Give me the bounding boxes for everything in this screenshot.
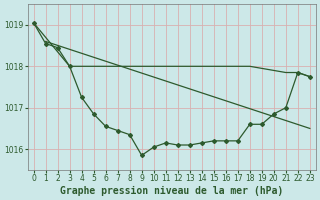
X-axis label: Graphe pression niveau de la mer (hPa): Graphe pression niveau de la mer (hPa) xyxy=(60,186,283,196)
